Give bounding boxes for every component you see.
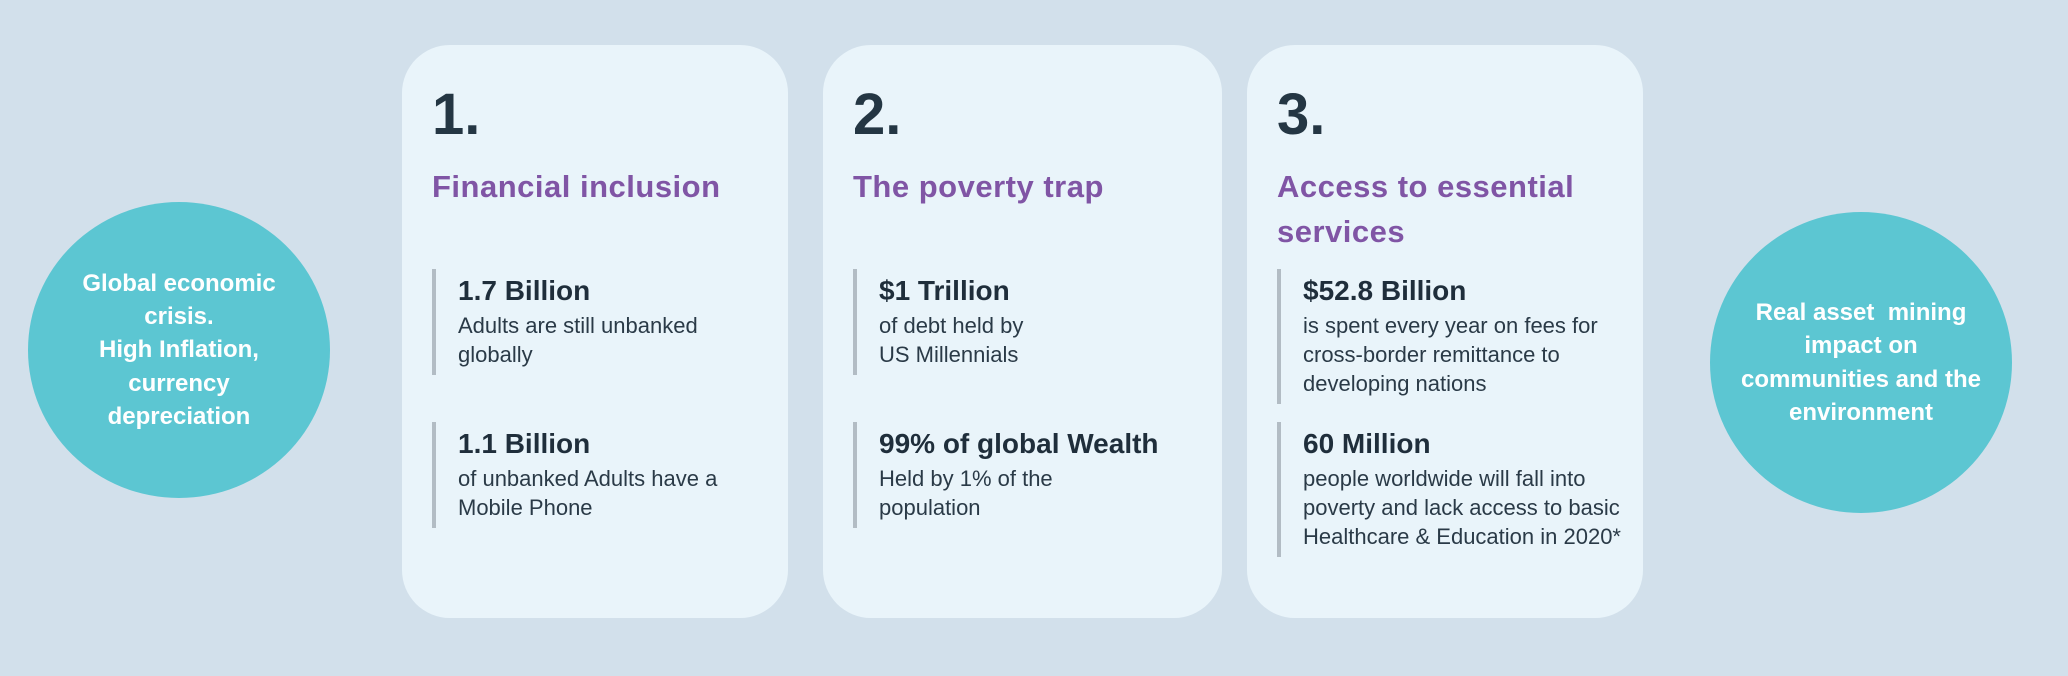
card-number-3: 3. [1277, 82, 1326, 147]
stat-description: of unbanked Adults have a Mobile Phone [458, 466, 718, 521]
card-title-financial-inclusion: Financial inclusion [432, 169, 721, 204]
card-title-poverty-trap: The poverty trap [853, 169, 1104, 204]
mining-impact-circle-text: Real asset mining impact on communities … [1740, 299, 1982, 426]
global-crisis-circle-text: Global economic crisis. High Inflation, … [82, 270, 276, 430]
stat-value: 1.7 Billion [458, 275, 591, 306]
stat-value: 99% of global Wealth [879, 428, 1159, 459]
stat-value: 1.1 Billion [458, 428, 591, 459]
stat-value: $1 Trillion [879, 275, 1010, 306]
stat-unbanked-adults: 1.7 Billion Adults are still unbanked gl… [432, 269, 766, 376]
stat-millennial-debt: $1 Trillion of debt held by US Millennia… [853, 269, 1200, 376]
mining-impact-circle: Real asset mining impact on communities … [1710, 212, 2012, 513]
stat-description: people worldwide will fall into poverty … [1303, 466, 1621, 550]
global-crisis-circle: Global economic crisis. High Inflation, … [28, 202, 330, 498]
card-financial-inclusion: 1. Financial inclusion 1.7 Billion Adult… [402, 45, 788, 618]
card-number-1: 1. [432, 82, 481, 147]
stat-poverty-healthcare: 60 Million people worldwide will fall in… [1277, 422, 1621, 558]
card-poverty-trap: 2. The poverty trap $1 Trillion of debt … [823, 45, 1222, 618]
card-number-2: 2. [853, 82, 902, 147]
stat-value: $52.8 Billion [1303, 275, 1467, 306]
card-title-essential-services: Access to essential services [1277, 169, 1575, 249]
stat-description: Adults are still unbanked globally [458, 313, 698, 368]
card-essential-services: 3. Access to essential services $52.8 Bi… [1247, 45, 1643, 618]
stat-remittance-fees: $52.8 Billion is spent every year on fee… [1277, 269, 1621, 405]
stat-global-wealth: 99% of global Wealth Held by 1% of the p… [853, 422, 1200, 529]
stat-mobile-phone: 1.1 Billion of unbanked Adults have a Mo… [432, 422, 766, 529]
stat-description: Held by 1% of the population [879, 466, 1053, 521]
stat-description: is spent every year on fees for cross-bo… [1303, 313, 1598, 397]
stat-description: of debt held by US Millennials [879, 313, 1024, 368]
stat-value: 60 Million [1303, 428, 1431, 459]
